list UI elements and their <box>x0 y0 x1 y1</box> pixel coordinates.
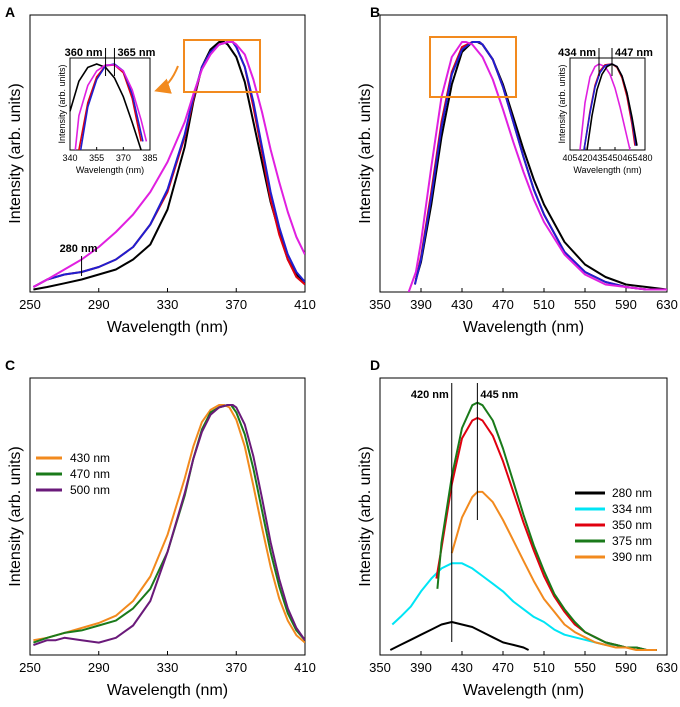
x-tick-label: 330 <box>157 297 179 312</box>
panel-label: C <box>5 357 15 373</box>
x-tick-label: 510 <box>533 660 555 675</box>
inset-tick-label: 465 <box>622 153 637 163</box>
legend-label: 500 nm <box>70 483 110 497</box>
series-line-280-nm <box>389 621 530 651</box>
y-axis-label: Intensity (arb. units) <box>357 446 374 587</box>
inset-marker-label: 360 nm <box>65 47 103 59</box>
inset-plot: 405 420 435 450 465 480 Wavelength (nm) Intensi… <box>557 47 653 175</box>
x-tick-label: 350 <box>369 660 391 675</box>
inset-tick-label: 450 <box>607 153 622 163</box>
panel-label: B <box>370 4 380 20</box>
inset-line-magenta <box>74 64 148 151</box>
series-line-magenta <box>32 41 305 288</box>
zoom-box <box>429 36 517 98</box>
x-tick-label: 290 <box>88 660 110 675</box>
x-tick-label: 370 <box>225 660 247 675</box>
zoom-box <box>183 39 261 93</box>
x-tick-label: 250 <box>19 297 41 312</box>
x-axis-label: Wavelength (nm) <box>107 682 228 699</box>
x-axis-label: Wavelength (nm) <box>463 319 584 336</box>
x-tick-label: 390 <box>410 660 432 675</box>
legend-label: 470 nm <box>70 467 110 481</box>
legend-label: 430 nm <box>70 451 110 465</box>
inset-x-label: Wavelength (nm) <box>573 165 641 175</box>
inset-marker-label: 365 nm <box>117 47 155 59</box>
zoom-arrow <box>154 65 179 94</box>
inset-tick-label: 405 <box>562 153 577 163</box>
series-line-470-nm <box>33 404 305 644</box>
x-tick-label: 390 <box>410 297 432 312</box>
inset-marker-label: 447 nm <box>615 47 653 59</box>
x-axis-label: Wavelength (nm) <box>107 319 228 336</box>
inset-tick-label: 420 <box>577 153 592 163</box>
x-tick-label: 470 <box>492 660 514 675</box>
legend-label: 350 nm <box>612 518 652 532</box>
inset-tick-label: 340 <box>62 153 77 163</box>
series-line-390-nm <box>450 490 657 651</box>
panel-label: D <box>370 357 380 373</box>
x-tick-label: 290 <box>88 297 110 312</box>
x-tick-label: 510 <box>533 297 555 312</box>
x-tick-label: 550 <box>574 297 596 312</box>
inset-marker-label: 434 nm <box>558 47 596 59</box>
x-tick-label: 630 <box>656 660 678 675</box>
panel-d: D 350 390 430 470 510 550 590 630 Wavelength (nm)… <box>357 357 678 699</box>
x-tick-label: 590 <box>615 660 637 675</box>
inset-frame <box>569 57 646 151</box>
x-tick-label: 330 <box>157 660 179 675</box>
marker-label: 445 nm <box>480 389 518 401</box>
x-tick-label: 470 <box>492 297 514 312</box>
inset-tick-label: 370 <box>116 153 131 163</box>
panel-a: A 250 290 330 370 410 Wavelength (nm) Intensity… <box>5 4 316 336</box>
x-tick-label: 350 <box>369 297 391 312</box>
inset-y-label: Intensity (arb. units) <box>557 64 567 143</box>
plot-frame <box>379 377 668 656</box>
series-line-blue <box>32 41 305 288</box>
panel-b: B 350 390 430 470 510 550 590 630 Wavelength (nm)… <box>357 4 678 336</box>
x-tick-label: 630 <box>656 297 678 312</box>
y-axis-label: Intensity (arb. units) <box>7 446 24 587</box>
x-tick-label: 410 <box>294 660 316 675</box>
series-line-500-nm <box>33 404 305 647</box>
annotation-label: 280 nm <box>60 243 98 255</box>
series-line-magenta <box>407 41 667 292</box>
plot-frame <box>379 14 668 293</box>
inset-tick-label: 480 <box>637 153 652 163</box>
inset-x-label: Wavelength (nm) <box>76 165 144 175</box>
y-axis-label: Intensity (arb. units) <box>357 83 374 224</box>
marker-label: 420 nm <box>411 389 449 401</box>
inset-plot: 340 355 370 385 Wavelength (nm) Intensity (ar… <box>57 47 158 175</box>
x-tick-label: 250 <box>19 660 41 675</box>
legend-label: 390 nm <box>612 550 652 564</box>
legend-label: 280 nm <box>612 486 652 500</box>
panel-label: A <box>5 4 15 20</box>
series-line-blue <box>413 41 667 291</box>
series-line-430-nm <box>33 404 305 644</box>
series-line-334-nm <box>391 562 657 651</box>
legend-label: 334 nm <box>612 502 652 516</box>
series-line-375-nm <box>436 401 657 651</box>
panel-c: C 250 290 330 370 410 Wavelength (nm) Intensity… <box>5 357 316 699</box>
x-tick-label: 430 <box>451 660 473 675</box>
x-tick-label: 410 <box>294 297 316 312</box>
legend-label: 375 nm <box>612 534 652 548</box>
inset-tick-label: 355 <box>89 153 104 163</box>
x-tick-label: 430 <box>451 297 473 312</box>
inset-tick-label: 385 <box>142 153 157 163</box>
inset-tick-label: 435 <box>592 153 607 163</box>
y-axis-label: Intensity (arb. units) <box>7 83 24 224</box>
inset-y-label: Intensity (arb. units) <box>57 64 67 143</box>
x-tick-label: 550 <box>574 660 596 675</box>
x-tick-label: 590 <box>615 297 637 312</box>
x-tick-label: 370 <box>225 297 247 312</box>
x-axis-label: Wavelength (nm) <box>463 682 584 699</box>
